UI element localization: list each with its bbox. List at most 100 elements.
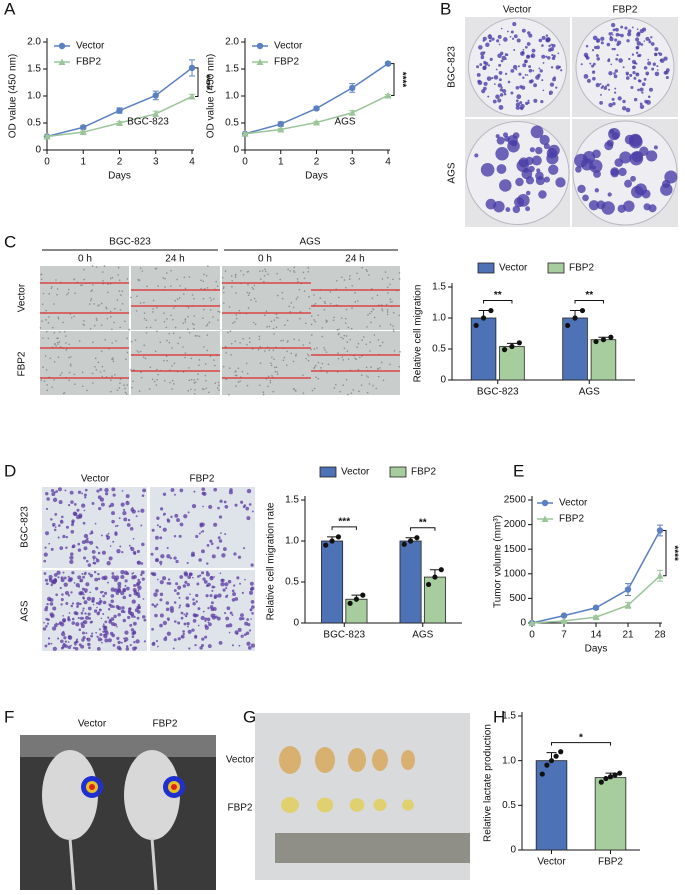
cell: [248, 337, 251, 339]
cell: [264, 350, 266, 352]
colony: [630, 85, 634, 90]
cell: [253, 284, 256, 287]
tumor: [316, 797, 334, 813]
colony: [503, 132, 508, 138]
colony: [608, 32, 612, 36]
cell: [111, 511, 115, 516]
cell: [120, 591, 125, 596]
ruler: [275, 833, 470, 863]
colony: [632, 65, 636, 70]
cell: [88, 303, 91, 305]
cell: [47, 322, 50, 324]
cell: [295, 355, 297, 357]
cell: [73, 611, 78, 615]
y-axis-label: OD value (450 nm): [206, 54, 217, 138]
colony: [511, 37, 515, 40]
cell: [138, 390, 141, 392]
cell: [137, 278, 140, 281]
cell: [108, 504, 112, 508]
cell: [189, 593, 191, 596]
cell: [250, 299, 252, 301]
cell: [99, 597, 102, 600]
cell: [194, 334, 197, 337]
colony: [542, 61, 545, 64]
cell: [315, 376, 317, 379]
cell: [46, 389, 49, 392]
cell: [224, 582, 229, 587]
colony: [533, 98, 538, 103]
cell: [217, 310, 219, 313]
colony: [648, 204, 657, 213]
cell: [45, 369, 48, 371]
x-tick-label: BGC-823: [477, 387, 519, 398]
cell: [124, 387, 126, 390]
cell: [216, 387, 219, 389]
cell: [299, 317, 301, 320]
colony: [523, 167, 529, 173]
y-tick-label: 0.5: [27, 118, 41, 129]
colony: [512, 64, 518, 70]
cell: [366, 326, 368, 328]
cell: [73, 315, 75, 318]
cell: [95, 368, 98, 371]
cell: [183, 514, 188, 519]
cell: [165, 607, 170, 612]
cell: [143, 344, 146, 347]
cell: [234, 597, 239, 601]
cell: [156, 645, 159, 648]
colony: [591, 64, 595, 68]
cell: [302, 344, 305, 346]
cell: [143, 640, 146, 643]
x-tick-label: 0: [242, 157, 248, 168]
colony: [526, 190, 531, 196]
cell: [40, 273, 42, 276]
cell: [195, 593, 199, 598]
cell: [176, 518, 180, 523]
cell: [61, 593, 64, 596]
cell: [202, 577, 206, 581]
cell: [149, 326, 152, 329]
tail: [150, 837, 158, 891]
cell: [90, 634, 93, 638]
cell: [296, 296, 299, 298]
cell: [398, 278, 401, 280]
x-tick-label: FBP2: [598, 857, 623, 868]
cell: [126, 278, 129, 280]
colony: [645, 36, 650, 41]
cell: [80, 611, 84, 615]
cell: [77, 575, 82, 580]
colony: [510, 30, 514, 34]
cell: [96, 606, 98, 609]
cell: [386, 276, 389, 279]
y-tick-label: 0: [233, 145, 239, 156]
cell: [398, 314, 401, 317]
cell: [185, 612, 189, 616]
cell: [246, 372, 249, 375]
colony: [635, 51, 639, 55]
cell: [71, 520, 75, 524]
cell: [163, 359, 165, 362]
cell: [182, 322, 185, 324]
cell: [357, 300, 359, 302]
cell: [355, 358, 358, 361]
cell: [64, 330, 66, 333]
cell: [73, 581, 76, 584]
cell: [50, 642, 53, 645]
cell: [171, 388, 173, 390]
colony: [522, 76, 525, 80]
cell: [310, 323, 313, 326]
colony: [594, 188, 600, 193]
colony: [491, 37, 495, 41]
cell: [343, 279, 346, 281]
cell: [67, 635, 73, 640]
cell: [141, 494, 145, 498]
colony: [533, 83, 538, 88]
colony: [613, 74, 618, 79]
cell: [131, 506, 134, 509]
cell: [124, 320, 126, 323]
cell: [326, 320, 329, 322]
cell: [150, 552, 154, 556]
cell: [166, 631, 171, 636]
cell: [50, 615, 53, 618]
